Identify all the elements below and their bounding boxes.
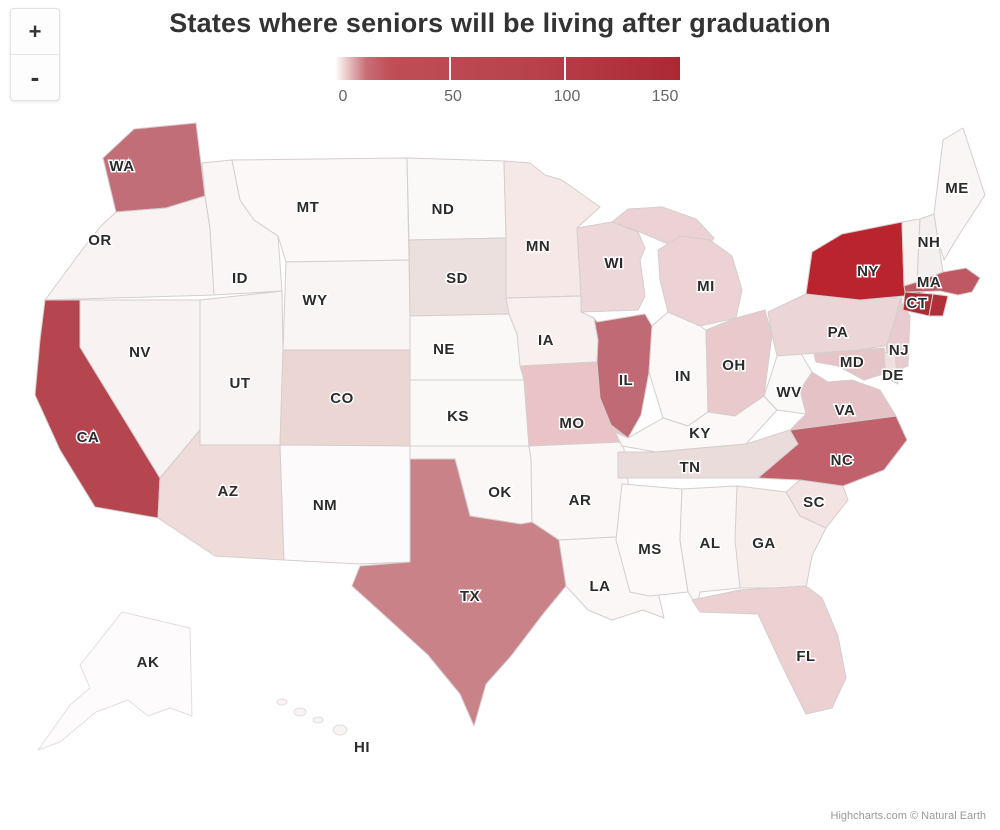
state-label-or: OR (88, 232, 112, 249)
state-label-ar: AR (569, 492, 592, 509)
color-axis-tick-50 (449, 57, 451, 80)
state-ky[interactable] (614, 395, 778, 453)
state-label-wi: WI (604, 255, 623, 272)
state-ks[interactable] (409, 379, 530, 447)
state-label-nc: NC (831, 452, 854, 469)
state-labels-group: WA OR CA NV ID MT WY UT CO AZ NM ND SD N… (75, 157, 970, 758)
state-ne[interactable] (409, 313, 525, 381)
state-label-ok: OK (488, 484, 512, 501)
state-label-ga: GA (752, 535, 776, 552)
state-label-wv: WV (776, 384, 801, 401)
state-label-mi: MI (697, 278, 715, 295)
state-label-la: LA (590, 578, 611, 595)
state-label-tx: TX (460, 588, 480, 605)
state-mn[interactable] (503, 160, 601, 299)
color-axis-legend: 0 50 100 150 (335, 57, 680, 117)
state-label-nm: NM (313, 497, 337, 514)
state-label-ut: UT (230, 375, 251, 392)
state-label-az: AZ (218, 483, 239, 500)
state-label-ms: MS (638, 541, 662, 558)
state-label-fl: FL (796, 648, 815, 665)
state-label-in: IN (675, 368, 691, 385)
color-axis-label-0: 0 (338, 88, 348, 105)
state-label-hi: HI (354, 739, 370, 756)
state-label-md: MD (840, 354, 864, 371)
state-label-pa: PA (828, 324, 849, 341)
chart-title: States where seniors will be living afte… (169, 8, 831, 38)
state-label-wa: WA (109, 158, 134, 175)
state-ma[interactable] (903, 267, 981, 296)
state-label-sc: SC (803, 494, 825, 511)
state-label-ks: KS (447, 408, 469, 425)
state-nc[interactable] (757, 415, 908, 487)
state-label-me: ME (945, 180, 969, 197)
color-axis-label-100: 100 (553, 88, 581, 105)
state-label-ma: MA (917, 274, 941, 291)
state-label-ak: AK (137, 654, 160, 671)
state-nd[interactable] (406, 157, 507, 241)
state-label-ny: NY (857, 263, 879, 280)
zoom-in-button[interactable]: + (28, 18, 42, 44)
color-axis-label-150: 150 (651, 88, 679, 105)
state-label-nd: ND (432, 201, 455, 218)
state-label-ia: IA (538, 332, 554, 349)
state-label-tn: TN (680, 459, 701, 476)
state-label-co: CO (330, 390, 354, 407)
state-or[interactable] (44, 195, 215, 301)
map-zoom-controls: + - (10, 8, 60, 101)
state-me[interactable] (933, 127, 986, 261)
state-label-al: AL (700, 535, 721, 552)
state-label-ct: CT (907, 295, 928, 312)
state-ri[interactable] (928, 293, 949, 317)
state-label-va: VA (835, 402, 856, 419)
state-fl[interactable] (691, 585, 847, 715)
state-il[interactable] (593, 313, 653, 439)
zoom-out-button[interactable]: - (11, 54, 59, 100)
state-tx[interactable] (351, 458, 567, 727)
state-label-nh: NH (918, 234, 941, 251)
state-label-il: IL (619, 372, 633, 389)
state-label-ne: NE (433, 341, 455, 358)
credits-link[interactable]: Highcharts.com © Natural Earth (830, 810, 986, 822)
state-wv[interactable] (763, 351, 813, 415)
state-ms[interactable] (615, 483, 689, 597)
states-group (34, 122, 986, 751)
state-label-mn: MN (526, 238, 550, 255)
state-label-sd: SD (446, 270, 468, 287)
state-label-id: ID (232, 270, 248, 287)
state-hi[interactable] (276, 698, 348, 736)
state-label-oh: OH (722, 357, 746, 374)
state-az[interactable] (157, 429, 285, 561)
state-ak[interactable] (37, 611, 193, 751)
state-label-ca: CA (77, 429, 100, 446)
state-de[interactable] (883, 351, 899, 385)
state-label-mt: MT (297, 199, 320, 216)
state-label-mo: MO (559, 415, 584, 432)
state-mi[interactable] (657, 235, 743, 327)
state-label-nj: NJ (889, 342, 909, 359)
state-label-ky: KY (689, 425, 711, 442)
state-nm[interactable] (279, 444, 411, 565)
state-label-wy: WY (302, 292, 327, 309)
state-label-nv: NV (129, 344, 151, 361)
color-axis-tick-100 (564, 57, 566, 80)
state-ut[interactable] (199, 290, 284, 446)
color-axis-bar[interactable] (335, 57, 680, 80)
color-axis-label-50: 50 (444, 88, 462, 105)
state-md[interactable] (813, 347, 891, 381)
state-label-de: DE (882, 367, 904, 384)
